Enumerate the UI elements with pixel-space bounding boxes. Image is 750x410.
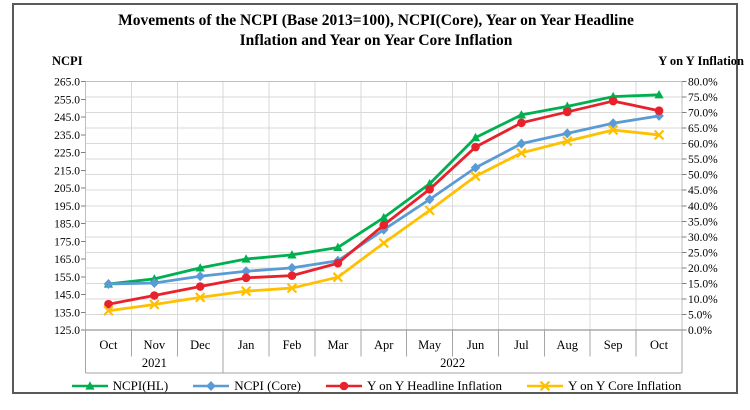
left-axis-title: NCPI [52,54,83,68]
legend-item-4: Y on Y Core Inflation [526,378,681,394]
svg-text:80.0%: 80.0% [688,77,718,89]
svg-text:265.0: 265.0 [54,77,80,89]
legend-item-3: Y on Y Headline Inflation [325,378,502,394]
svg-text:65.0%: 65.0% [688,123,718,135]
svg-text:185.0: 185.0 [54,219,80,231]
series-ncpi-hl [103,90,664,288]
svg-text:15.0%: 15.0% [688,278,718,290]
svg-text:165.0: 165.0 [54,254,80,266]
svg-text:125.0: 125.0 [54,325,80,337]
svg-text:35.0%: 35.0% [688,216,718,228]
svg-text:70.0%: 70.0% [688,108,718,120]
right-axis-title: Y on Y Inflation [658,54,744,68]
svg-text:20.0%: 20.0% [688,263,718,275]
svg-text:255.0: 255.0 [54,94,80,106]
svg-text:30.0%: 30.0% [688,232,718,244]
svg-text:Jun: Jun [467,338,485,352]
svg-text:0.0%: 0.0% [688,325,712,337]
svg-text:215.0: 215.0 [54,165,80,177]
svg-text:225.0: 225.0 [54,148,80,160]
chart-title-line1: Movements of the NCPI (Base 2013=100), N… [118,12,634,29]
svg-text:25.0%: 25.0% [688,247,718,259]
svg-text:May: May [418,338,442,352]
svg-text:135.0: 135.0 [54,307,80,319]
svg-text:245.0: 245.0 [54,112,80,124]
chart-legend: NCPI(HL) NCPI (Core) Y on Y Headline Infla… [13,375,739,397]
svg-text:195.0: 195.0 [54,201,80,213]
svg-text:Aug: Aug [557,338,579,352]
svg-text:Apr: Apr [374,338,394,352]
diamond-marker-icon [193,381,230,391]
svg-text:10.0%: 10.0% [688,294,718,306]
legend-item-2: NCPI (Core) [192,378,301,394]
svg-text:145.0: 145.0 [54,290,80,302]
svg-text:Nov: Nov [144,338,166,352]
chart-frame [12,3,738,394]
svg-text:2022: 2022 [440,356,465,370]
svg-text:75.0%: 75.0% [688,92,718,104]
svg-text:Sep: Sep [604,338,623,352]
svg-text:50.0%: 50.0% [688,170,718,182]
svg-text:5.0%: 5.0% [688,309,712,321]
svg-text:Dec: Dec [190,338,211,352]
svg-text:175.0: 175.0 [54,236,80,248]
svg-text:55.0%: 55.0% [688,154,718,166]
svg-text:Jul: Jul [514,338,529,352]
legend-label: Y on Y Headline Inflation [367,378,503,393]
svg-text:Jan: Jan [238,338,255,352]
legend-item-1: NCPI(HL) [71,378,169,394]
chart-title: Movements of the NCPI (Base 2013=100), N… [13,11,739,51]
svg-text:Mar: Mar [327,338,349,352]
svg-text:40.0%: 40.0% [688,201,718,213]
legend-label: Y on Y Core Inflation [568,378,682,393]
svg-text:235.0: 235.0 [54,130,80,142]
series-y-on-y-core-inflation [103,124,665,316]
svg-text:155.0: 155.0 [54,272,80,284]
x-marker-icon [527,380,564,392]
svg-text:Oct: Oct [650,338,669,352]
legend-label: NCPI(HL) [112,378,169,393]
svg-text:2021: 2021 [142,356,167,370]
circle-marker-icon [326,381,362,391]
svg-text:60.0%: 60.0% [688,139,718,151]
chart-title-line2: Inflation and Year on Year Core Inflatio… [239,32,513,49]
legend-label: NCPI (Core) [234,378,301,393]
triangle-marker-icon [71,381,108,390]
svg-text:45.0%: 45.0% [688,185,718,197]
svg-text:Oct: Oct [99,338,118,352]
series-y-on-y-headline-inflation [104,96,664,309]
svg-text:Feb: Feb [283,338,302,352]
svg-text:205.0: 205.0 [54,183,80,195]
